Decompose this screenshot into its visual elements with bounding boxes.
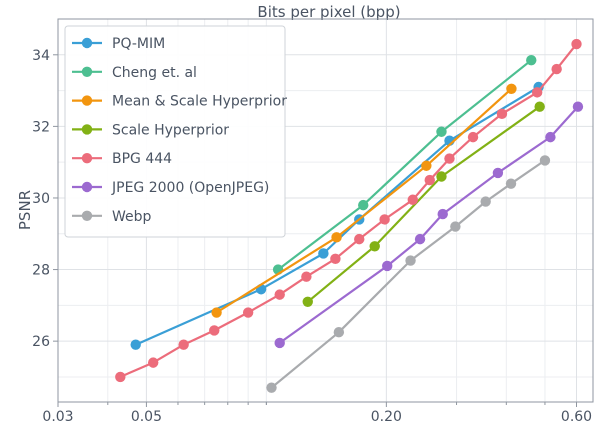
data-point: [407, 194, 418, 205]
x-tick-label: 0.20: [371, 409, 402, 425]
chart-title: Bits per pixel (bpp): [257, 3, 400, 21]
data-point: [436, 126, 447, 137]
data-point: [274, 289, 285, 300]
data-point: [531, 87, 543, 98]
legend-label: JPEG 2000 (OpenJPEG): [111, 180, 269, 196]
legend-entry: Webp: [72, 209, 152, 225]
data-point: [534, 101, 545, 112]
data-point: [526, 54, 537, 66]
data-point: [379, 214, 390, 225]
data-point: [242, 307, 254, 318]
axes: 0.03 0.05 0.20 0.60 26 28 30 32 34: [32, 48, 592, 425]
data-point: [421, 160, 432, 171]
legend-label: PQ-MIM: [112, 36, 165, 52]
data-point: [302, 296, 313, 307]
series-cheng-et-al: [272, 54, 537, 275]
data-point: [130, 339, 141, 350]
data-point: [437, 208, 448, 220]
data-point: [505, 178, 517, 189]
x-tick-label: 0.05: [131, 409, 162, 425]
series-line: [216, 87, 513, 314]
series-scale-hyperprior: [302, 101, 545, 307]
series-layer: [115, 38, 584, 393]
data-point: [551, 63, 562, 75]
data-point: [178, 339, 189, 350]
legend-entry: Cheng et. al: [72, 65, 197, 81]
data-point: [148, 357, 159, 368]
data-point: [496, 108, 508, 120]
legend-entry: PQ-MIM: [72, 36, 165, 52]
data-point: [572, 101, 584, 112]
data-point: [571, 38, 582, 50]
legend-label: Scale Hyperprior: [112, 122, 229, 138]
y-axis-label: PSNR: [16, 190, 34, 230]
legend-entry: BPG 444: [72, 151, 172, 167]
series-line: [119, 43, 578, 378]
legend-label: Webp: [112, 209, 152, 225]
data-point: [539, 155, 551, 166]
series-mean-scale-hyperprior: [211, 83, 517, 318]
y-tick-label: 30: [32, 191, 50, 207]
data-point: [545, 131, 556, 143]
legend-marker: [81, 66, 93, 78]
data-point: [301, 271, 312, 282]
legend-marker: [81, 210, 93, 221]
legend-marker: [81, 124, 93, 135]
data-point: [333, 327, 345, 338]
data-point: [211, 307, 222, 318]
legend-marker: [81, 95, 93, 106]
data-point: [480, 196, 491, 207]
legend-entry: Scale Hyperprior: [72, 122, 229, 138]
series-webp: [266, 155, 551, 393]
x-tick-label: 0.60: [561, 409, 592, 425]
data-point: [382, 260, 393, 272]
data-point: [450, 221, 461, 232]
legend-entry: Mean & Scale Hyperprior: [72, 94, 287, 110]
data-point: [424, 174, 435, 186]
legend-label: Mean & Scale Hyperprior: [112, 94, 287, 110]
x-tick-label: 0.03: [42, 409, 73, 425]
data-point: [492, 167, 504, 179]
data-point: [369, 241, 380, 252]
legend-marker: [81, 153, 93, 164]
legend-entries: PQ-MIM Cheng et. al Mean & Scale Hyperprio…: [72, 36, 287, 225]
y-tick-label: 32: [32, 119, 50, 135]
data-point: [358, 199, 369, 211]
series-line: [307, 105, 541, 303]
legend-entry: JPEG 2000 (OpenJPEG): [72, 180, 269, 196]
data-point: [209, 325, 220, 336]
series-bpg-444: [115, 38, 582, 383]
data-point: [467, 131, 479, 143]
plot-frame: [57, 18, 594, 403]
y-tick-label: 28: [32, 263, 50, 279]
data-point: [414, 233, 426, 245]
legend-marker: [81, 181, 93, 193]
data-point: [318, 248, 329, 259]
legend: PQ-MIM Cheng et. al Mean & Scale Hyperprio…: [64, 25, 287, 238]
data-point: [436, 171, 447, 182]
data-point: [444, 153, 455, 164]
legend-label: BPG 444: [112, 151, 172, 167]
legend-marker: [81, 37, 93, 49]
legend-box: [64, 25, 286, 238]
data-point: [506, 83, 517, 94]
data-point: [330, 253, 341, 265]
y-tick-label: 34: [32, 48, 50, 64]
data-point: [115, 371, 126, 383]
data-point: [331, 232, 342, 243]
data-point: [405, 255, 416, 266]
legend-label: Cheng et. al: [112, 65, 197, 81]
series-line: [277, 59, 532, 271]
y-tick-label: 26: [32, 334, 50, 350]
data-point: [354, 233, 365, 245]
series-jpeg-2000-openjpeg-: [274, 101, 584, 349]
data-point: [274, 337, 285, 349]
data-point: [266, 382, 277, 393]
